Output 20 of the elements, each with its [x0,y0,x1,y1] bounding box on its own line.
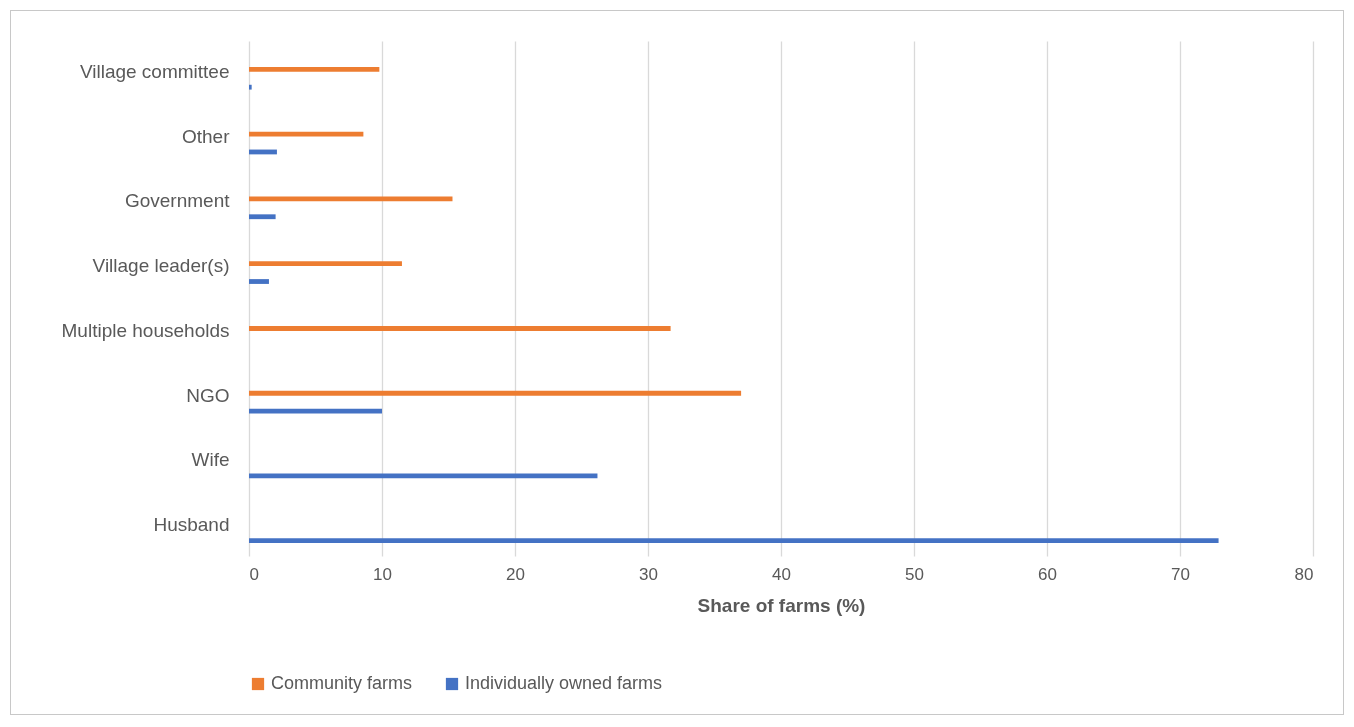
y-tick-label: Wife [191,449,230,471]
y-tick-label: Village leader(s) [92,255,230,277]
y-tick-label: NGO [186,384,230,406]
y-tick-label: Village committee [79,60,230,82]
x-tick-label: 50 [905,564,924,584]
x-tick-label: 70 [1171,564,1190,584]
legend-label: Individually owned farms [465,673,663,693]
x-axis-title: Share of farms (%) [697,594,866,616]
x-tick-label: 10 [373,564,392,584]
x-tick-label: 20 [506,564,525,584]
y-tick-label: Husband [153,514,230,536]
y-tick-label: Multiple households [61,319,230,341]
x-tick-label: 30 [639,564,658,584]
x-tick-label: 40 [772,564,791,584]
legend-label: Community farms [271,673,413,693]
y-tick-label: Government [124,190,231,212]
x-tick-label: 0 [249,564,259,584]
y-tick-label: Other [181,125,231,147]
x-tick-label: 60 [1038,564,1057,584]
x-tick-label: 80 [1294,564,1314,584]
